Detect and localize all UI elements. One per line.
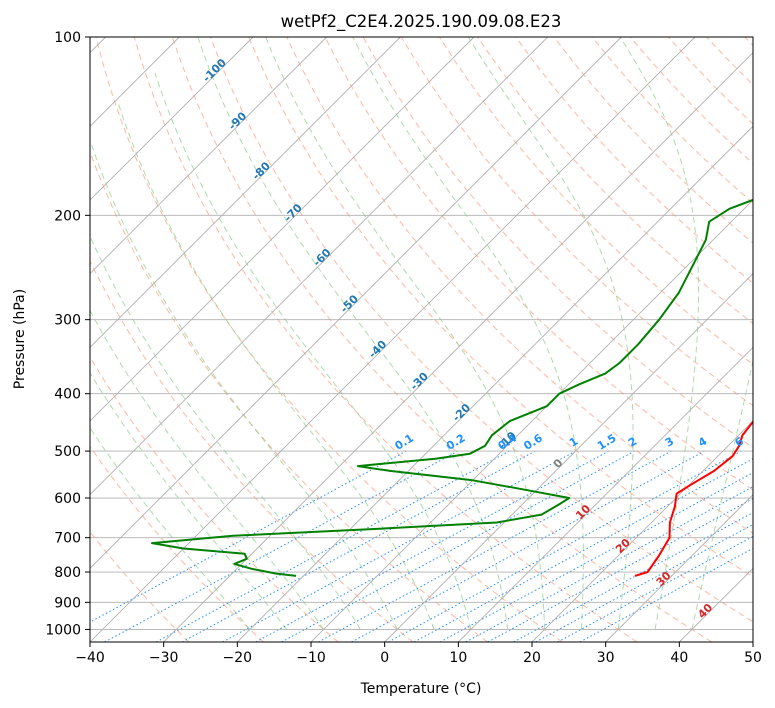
isotherm-line [90, 37, 401, 348]
mixing-ratio-line [181, 450, 536, 642]
isotherm-line [384, 273, 753, 642]
moist-adiabat [90, 371, 288, 630]
moist-adiabat [90, 309, 324, 630]
isotherm-line [531, 420, 753, 642]
y-tick-label: 200 [54, 208, 81, 224]
isotherm-line [90, 37, 548, 496]
dry-adiabat [133, 37, 638, 642]
isotherm-line [605, 494, 753, 642]
mixing-ratio-line [351, 450, 705, 642]
x-axis-ticks: −40 −30 −20 −10 0 10 20 30 40 50 [75, 642, 762, 666]
x-tick-label: −20 [223, 650, 253, 666]
mixing-ratio-line [513, 511, 753, 642]
isotherm-line [163, 52, 753, 642]
y-tick-label: 1000 [45, 622, 81, 638]
moist-adiabat [619, 37, 699, 630]
x-tick-label: 30 [597, 650, 615, 666]
x-tick-label: −30 [149, 650, 179, 666]
moist-adiabat [691, 358, 753, 630]
isotherm-line [458, 346, 753, 642]
y-tick-label: 100 [54, 30, 81, 46]
mixing-ratio-line [222, 450, 576, 642]
dry-adiabat [95, 37, 563, 642]
y-axis-ticks: 100 200 300 400 500 600 700 800 900 1000 [45, 30, 90, 638]
dry-adiabat [248, 37, 753, 578]
y-tick-label: 400 [54, 387, 81, 403]
dry-adiabat [171, 37, 712, 642]
isotherm-line [90, 37, 475, 422]
isotherm-line [90, 37, 254, 201]
mixing-ratio-line [318, 450, 672, 642]
moist-adiabat [90, 138, 398, 630]
data-lines [151, 198, 753, 577]
mixing-ratio-line [557, 535, 753, 642]
x-tick-label: 20 [523, 650, 541, 666]
mixing-ratio-line [388, 450, 742, 642]
y-tick-label: 900 [54, 595, 81, 611]
moist-adiabat [352, 37, 584, 630]
mixing-ratio-line [281, 450, 635, 642]
x-tick-label: −10 [296, 650, 326, 666]
moist-adiabat [467, 37, 634, 630]
x-tick-label: −40 [75, 650, 105, 666]
y-tick-label: 500 [54, 444, 81, 460]
dewpoint-profile [151, 198, 753, 577]
dry-adiabat [90, 259, 414, 642]
mixing-ratio-line [413, 458, 753, 642]
chart-title: wetPf2_C2E4.2025.190.09.08.E23 [281, 12, 562, 32]
x-tick-label: 10 [449, 650, 467, 666]
mixing-ratio-line [439, 472, 753, 642]
x-axis-title: Temperature (°C) [360, 681, 482, 697]
isotherm-line [90, 37, 327, 275]
mixing-ratio-line [90, 450, 407, 623]
x-tick-label: 40 [670, 650, 688, 666]
isotherm-line [237, 125, 753, 642]
mixing-ratio-line [104, 450, 458, 642]
temperature-profile [634, 420, 753, 577]
y-tick-label: 600 [54, 491, 81, 507]
moist-adiabat [265, 37, 546, 630]
x-tick-label: 50 [744, 650, 762, 666]
plot-frame [89, 36, 754, 643]
mixing-ratio-line [255, 450, 609, 642]
isotherm-line [90, 37, 696, 642]
y-axis-title: Pressure (hPa) [12, 289, 28, 389]
isotherm-line [310, 199, 753, 642]
grid-lines [90, 37, 753, 642]
y-tick-label: 800 [54, 565, 81, 581]
mixing-ratio-line [535, 523, 753, 642]
y-tick-label: 300 [54, 313, 81, 329]
dry-adiabat [324, 37, 753, 491]
y-tick-label: 700 [54, 531, 81, 547]
mixing-ratio-line [465, 486, 753, 642]
dry-adiabat [90, 356, 339, 642]
dry-adiabat [515, 37, 753, 284]
dry-adiabat [90, 445, 264, 642]
moist-adiabat [118, 104, 435, 630]
moist-adiabat [154, 72, 472, 630]
isotherm-line [90, 37, 622, 569]
dry-adiabat [210, 37, 753, 623]
x-tick-label: 0 [380, 650, 389, 666]
